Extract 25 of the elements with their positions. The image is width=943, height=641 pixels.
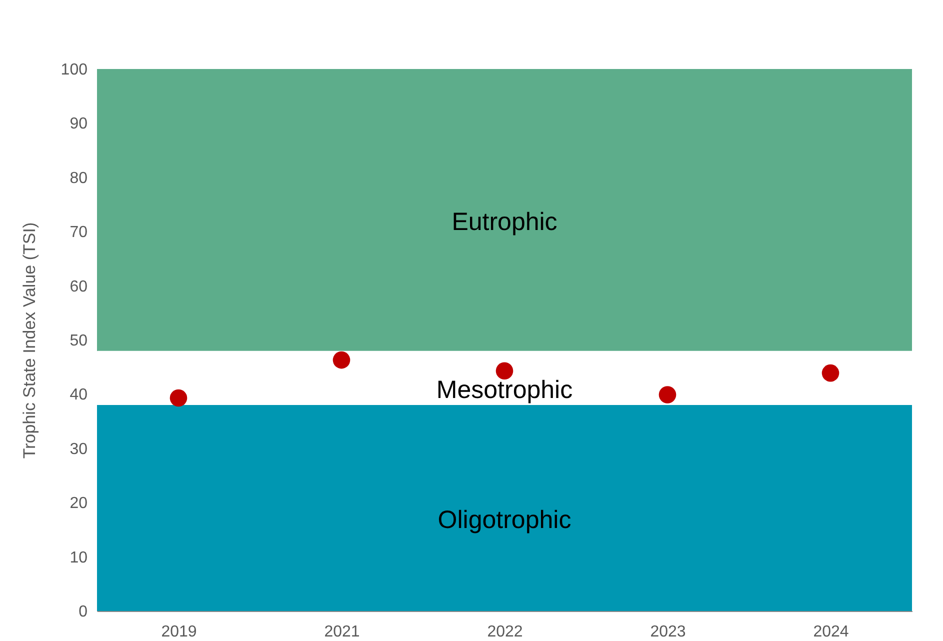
band-label: Mesotrophic [436,376,573,404]
point [496,362,514,380]
y-tick-label: 90 [70,116,88,133]
point [170,389,188,407]
y-tick-label: 100 [60,62,88,78]
y-tick-label: 30 [70,440,88,458]
point [658,386,676,404]
x-tick-label: 2019 [161,624,197,640]
band-label: Eutrophic [452,208,558,236]
x-tick-label: 2022 [487,624,523,640]
band-label: Oligotrophic [438,506,572,534]
y-tick-label: 70 [70,224,88,242]
x-tick-label: 2021 [324,624,360,640]
x-tick-label: 2023 [650,624,686,640]
y-tick-label: 50 [70,332,88,350]
point [822,364,840,382]
y-tick-label: 40 [70,386,88,404]
y-tick-label: 80 [70,170,88,187]
y-axis-title: Trophic State Index Value (TSI) [20,222,39,459]
y-tick-label: 20 [70,495,88,512]
x-tick-label: 2024 [813,624,849,640]
y-tick-label: 10 [70,549,88,566]
y-tick-label: 60 [70,278,88,296]
y-tick-label: 0 [78,604,88,620]
point [332,351,350,369]
